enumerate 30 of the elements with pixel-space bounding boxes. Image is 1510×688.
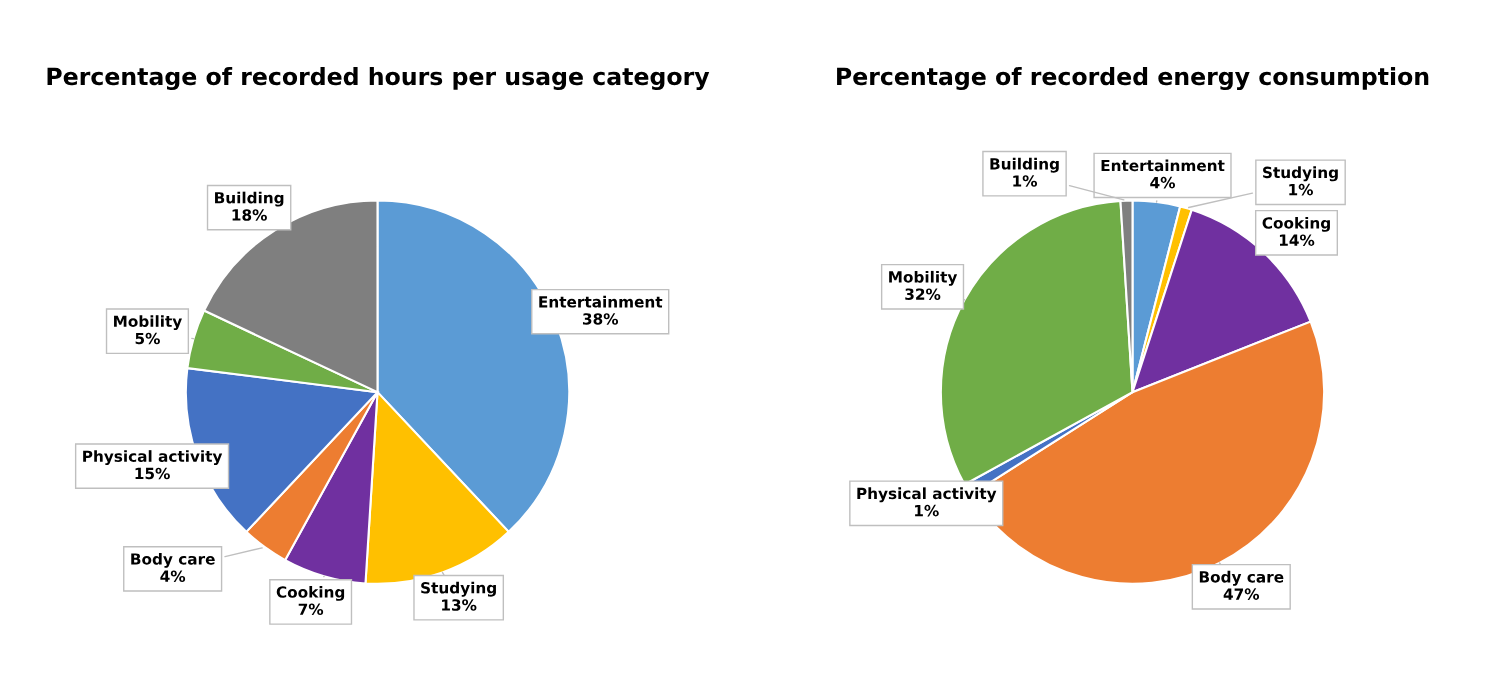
slice-label: Entertainment (539, 295, 663, 308)
slice-label: Mobility (114, 315, 182, 331)
slice-label: Building (990, 157, 1059, 173)
data-label: 32% (905, 288, 941, 300)
data-label: 18% (232, 209, 267, 221)
chart-title: Percentage of recorded energy consumption (837, 67, 1429, 91)
data-label: 4% (160, 570, 186, 582)
data-label: 7% (298, 603, 324, 616)
slice-label: Body care (1199, 570, 1284, 586)
data-label: 4% (1150, 176, 1176, 189)
slice-label: Studying (1263, 166, 1338, 182)
data-label: 1% (1289, 183, 1313, 196)
slice-label: Entertainment (1101, 159, 1225, 172)
chart-title: Percentage of recorded hours per usage category (47, 67, 710, 91)
slice-label: Physical activity (857, 487, 997, 503)
data-label: 13% (442, 599, 477, 611)
data-label: 1% (1013, 175, 1038, 187)
data-label: 5% (135, 332, 160, 345)
slice-label: Body care (131, 552, 215, 568)
slice-label: Mobility (889, 270, 958, 286)
slice-label: Studying (421, 581, 496, 597)
slice-label: Cooking (276, 585, 345, 601)
data-label: 15% (135, 467, 170, 480)
slice-label: Physical activity (83, 450, 223, 466)
slice-label: Building (215, 191, 284, 207)
data-label: 38% (582, 313, 619, 325)
data-label: 14% (1279, 234, 1315, 246)
data-label: 47% (1223, 588, 1260, 600)
data-label: 1% (915, 504, 939, 517)
slice-label: Cooking (1262, 216, 1330, 232)
